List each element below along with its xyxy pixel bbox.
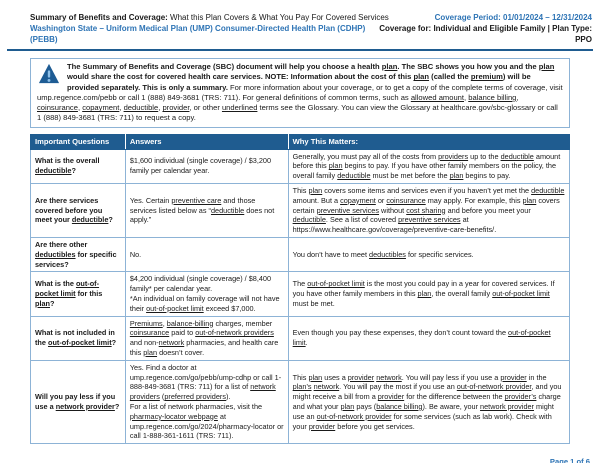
why-cell: The out-of-pocket limit is the most you … <box>287 271 571 317</box>
question-cell: Will you pay less if you use a network p… <box>30 359 126 445</box>
table-header-row: Important Questions Answers Why This Mat… <box>30 133 571 150</box>
document-header-left: Summary of Benefits and Coverage: What t… <box>30 12 402 45</box>
answer-cell: Yes. Find a doctor at ump.regence.com/go… <box>124 359 289 445</box>
questions-table-body: What is the overall deductible? $1,600 in… <box>30 148 571 445</box>
page-footer: Page 1 of 6 Claims Administrator: Regenc… <box>0 457 600 463</box>
why-cell: Even though you pay these expenses, they… <box>287 315 571 361</box>
table-row: Are there services covered before you me… <box>30 182 571 238</box>
document-header: Summary of Benefits and Coverage: What t… <box>30 12 592 46</box>
page-number: Page 1 of 6 <box>549 457 590 463</box>
table-row: What is the out-of-pocket limit for this… <box>30 271 571 317</box>
coverage-for: Coverage for: Individual and Eligible Fa… <box>379 24 592 44</box>
why-cell: Generally, you must pay all of the costs… <box>287 148 571 184</box>
intro-notice-box: The Summary of Benefits and Coverage (SB… <box>30 58 570 128</box>
column-header-answers: Answers <box>124 133 289 150</box>
document-title: Summary of Benefits and Coverage: What t… <box>30 12 402 23</box>
table-row: Will you pay less if you use a network p… <box>30 359 571 445</box>
answer-cell: No. <box>124 236 289 273</box>
answer-cell: Premiums, balance-billing charges, membe… <box>124 315 289 361</box>
question-cell: What is the overall deductible? <box>30 148 126 184</box>
intro-text: The Summary of Benefits and Coverage (SB… <box>37 62 563 123</box>
why-cell: This plan uses a provider network. You w… <box>287 359 571 445</box>
document-header-right: Coverage Period: 01/01/2024 – 12/31/2024… <box>362 12 592 45</box>
answer-cell: $4,200 individual (single coverage) / $8… <box>124 271 289 317</box>
document-title-rest: What this Plan Covers & What You Pay For… <box>167 13 389 22</box>
question-cell: Are there other deductibles for specific… <box>30 236 126 273</box>
answer-cell: $1,600 individual (single coverage) / $3… <box>124 148 289 184</box>
plan-name: Washington State – Uniform Medical Plan … <box>30 24 366 44</box>
column-header-why-this-matters: Why This Matters: <box>287 133 571 150</box>
table-row: What is the overall deductible? $1,600 in… <box>30 148 571 184</box>
coverage-period: Coverage Period: 01/01/2024 – 12/31/2024 <box>434 13 592 22</box>
document-content: The Summary of Benefits and Coverage (SB… <box>30 58 571 445</box>
important-questions-table: Important Questions Answers Why This Mat… <box>30 133 571 445</box>
column-header-important-questions: Important Questions <box>30 133 126 150</box>
warning-icon <box>38 63 60 84</box>
why-cell: You don’t have to meet deductibles for s… <box>287 236 571 273</box>
header-divider-rule <box>7 49 593 51</box>
question-cell: Are there services covered before you me… <box>30 182 126 238</box>
why-cell: This plan covers some items and services… <box>287 182 571 238</box>
question-cell: What is the out-of-pocket limit for this… <box>30 271 126 317</box>
question-cell: What is not included in the out-of-pocke… <box>30 315 126 361</box>
answer-cell: Yes. Certain preventive care and those s… <box>124 182 289 238</box>
table-row: Are there other deductibles for specific… <box>30 236 571 273</box>
table-row: What is not included in the out-of-pocke… <box>30 315 571 361</box>
document-title-bold: Summary of Benefits and Coverage: <box>30 13 168 22</box>
